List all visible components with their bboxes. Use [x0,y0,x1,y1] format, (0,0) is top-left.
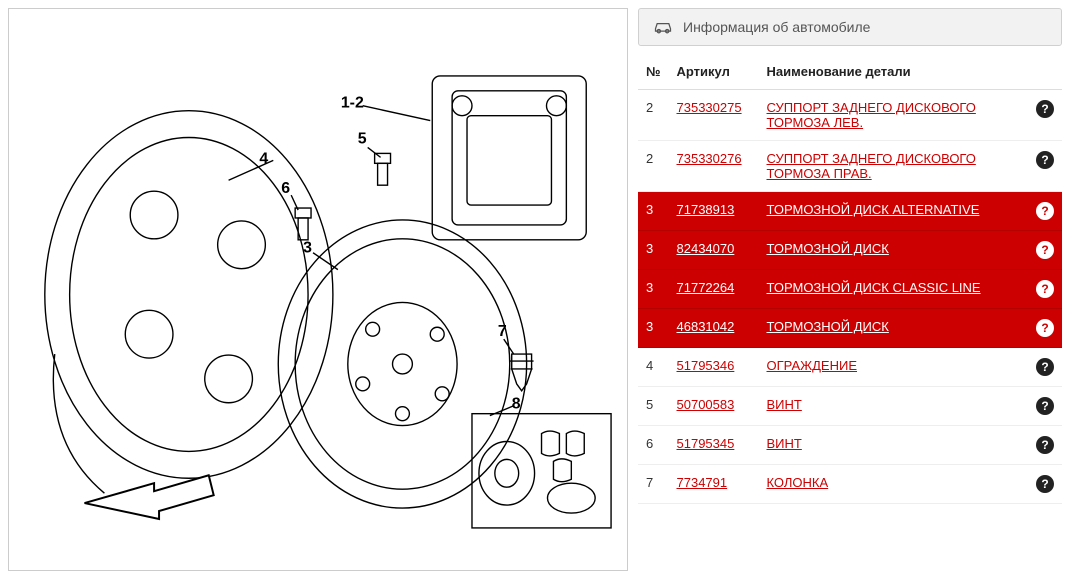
article-link[interactable]: 82434070 [677,241,735,256]
header-article: Артикул [669,54,759,90]
help-icon[interactable]: ? [1036,475,1054,493]
help-icon[interactable]: ? [1036,241,1054,259]
table-row: 3 71738913 ТОРМОЗНОЙ ДИСК ALTERNATIVE? [638,192,1062,231]
diagram-label-1-2: 1-2 [341,95,364,112]
part-name-link[interactable]: КОЛОНКА [767,475,829,490]
table-row: 3 46831042 ТОРМОЗНОЙ ДИСК? [638,309,1062,348]
article-link[interactable]: 7734791 [677,475,728,490]
help-icon[interactable]: ? [1036,436,1054,454]
diagram-label-6: 6 [281,180,290,197]
row-num: 3 [638,270,669,309]
right-panel: Информация об автомобиле № Артикул Наиме… [638,8,1062,571]
article-link[interactable]: 71772264 [677,280,735,295]
row-num: 3 [638,192,669,231]
diagram-panel: 1-2 4 5 6 3 7 8 [8,8,628,571]
help-icon[interactable]: ? [1036,151,1054,169]
row-num: 7 [638,465,669,504]
article-link[interactable]: 46831042 [677,319,735,334]
part-name-link[interactable]: ТОРМОЗНОЙ ДИСК ALTERNATIVE [767,202,980,217]
diagram-label-8: 8 [512,396,521,413]
part-name-link[interactable]: ТОРМОЗНОЙ ДИСК [767,241,889,256]
help-icon[interactable]: ? [1036,358,1054,376]
article-link[interactable]: 50700583 [677,397,735,412]
row-num: 3 [638,231,669,270]
part-name-link[interactable]: ТОРМОЗНОЙ ДИСК CLASSIC LINE [767,280,981,295]
table-row: 3 71772264 ТОРМОЗНОЙ ДИСК CLASSIC LINE? [638,270,1062,309]
diagram-label-7: 7 [498,323,507,340]
article-link[interactable]: 71738913 [677,202,735,217]
help-icon[interactable]: ? [1036,397,1054,415]
table-row: 2 735330275 СУППОРТ ЗАДНЕГО ДИСКОВОГО ТОРМ… [638,90,1062,141]
car-icon [653,20,673,34]
part-name-link[interactable]: ВИНТ [767,397,802,412]
article-link[interactable]: 51795346 [677,358,735,373]
row-num: 5 [638,387,669,426]
header-num: № [638,54,669,90]
article-link[interactable]: 735330275 [677,100,742,115]
table-row: 7 7734791 КОЛОНКА? [638,465,1062,504]
diagram-label-3: 3 [303,240,312,257]
table-row: 4 51795346 ОГРАЖДЕНИЕ? [638,348,1062,387]
parts-table: № Артикул Наименование детали 2 735330275… [638,54,1062,504]
table-row: 2 735330276 СУППОРТ ЗАДНЕГО ДИСКОВОГО ТОРМ… [638,141,1062,192]
vehicle-info-button[interactable]: Информация об автомобиле [638,8,1062,46]
table-row: 5 50700583 ВИНТ? [638,387,1062,426]
table-row: 6 51795345 ВИНТ? [638,426,1062,465]
help-icon[interactable]: ? [1036,100,1054,118]
article-link[interactable]: 51795345 [677,436,735,451]
row-num: 2 [638,141,669,192]
brake-assembly-diagram: 1-2 4 5 6 3 7 8 [15,15,621,564]
help-icon[interactable]: ? [1036,280,1054,298]
row-num: 3 [638,309,669,348]
part-name-link[interactable]: ВИНТ [767,436,802,451]
row-num: 2 [638,90,669,141]
part-name-link[interactable]: СУППОРТ ЗАДНЕГО ДИСКОВОГО ТОРМОЗА ЛЕВ. [767,100,976,130]
row-num: 6 [638,426,669,465]
header-name: Наименование детали [759,54,1029,90]
table-row: 3 82434070 ТОРМОЗНОЙ ДИСК? [638,231,1062,270]
vehicle-info-label: Информация об автомобиле [683,19,870,35]
row-num: 4 [638,348,669,387]
article-link[interactable]: 735330276 [677,151,742,166]
part-name-link[interactable]: ОГРАЖДЕНИЕ [767,358,858,373]
diagram-label-5: 5 [358,130,367,147]
part-name-link[interactable]: СУППОРТ ЗАДНЕГО ДИСКОВОГО ТОРМОЗА ПРАВ. [767,151,976,181]
help-icon[interactable]: ? [1036,319,1054,337]
help-icon[interactable]: ? [1036,202,1054,220]
diagram-label-4: 4 [259,150,268,167]
part-name-link[interactable]: ТОРМОЗНОЙ ДИСК [767,319,889,334]
